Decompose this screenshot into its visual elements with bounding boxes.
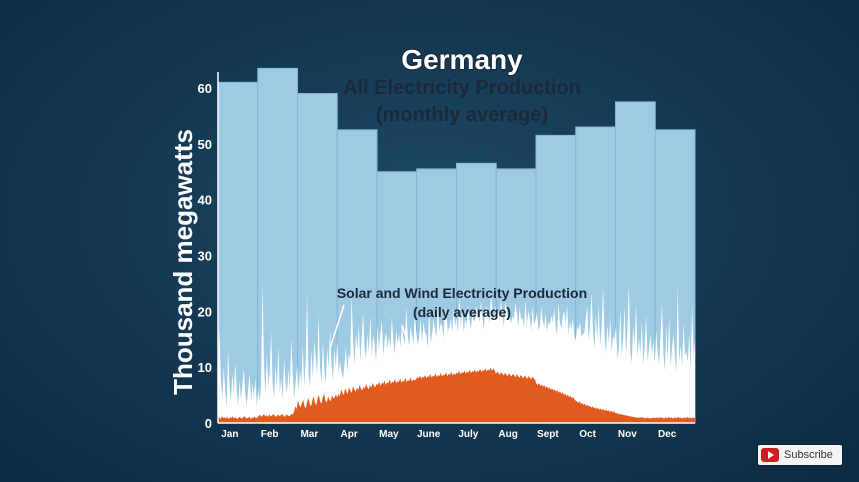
- y-tick-50: 50: [198, 137, 212, 152]
- solar-daily-area: [218, 367, 695, 423]
- y-tick-40: 40: [198, 193, 212, 208]
- chart-subtitle-line1: All Electricity Production: [343, 77, 581, 99]
- x-tick-mar: Mar: [300, 429, 318, 440]
- annotation-pointer-left: [329, 304, 345, 349]
- annotation-line2: (daily average): [413, 304, 511, 320]
- x-tick-oct: Oct: [579, 429, 596, 440]
- axes: [217, 72, 695, 424]
- chart-subtitle-line2: (monthly average): [376, 104, 548, 126]
- y-tick-10: 10: [198, 360, 212, 375]
- chart-title: Germany: [401, 44, 523, 75]
- x-tick-nov: Nov: [618, 429, 637, 440]
- bar-jan: [217, 81, 259, 424]
- x-tick-sept: Sept: [537, 429, 559, 440]
- wind-daily-area: [218, 282, 695, 423]
- x-tick-june: June: [417, 429, 441, 440]
- y-axis-label: Thousand megawatts: [168, 129, 198, 395]
- x-tick-july: July: [458, 429, 478, 440]
- subscribe-label: Subscribe: [784, 449, 833, 461]
- y-tick-labels: 0 10 20 30 40 50 60: [198, 81, 212, 431]
- annotation-line1: Solar and Wind Electricity Production: [337, 285, 587, 301]
- y-tick-20: 20: [198, 304, 212, 319]
- x-tick-dec: Dec: [658, 429, 677, 440]
- annotation-pointer-right: [401, 324, 416, 366]
- x-tick-aug: Aug: [498, 429, 517, 440]
- x-tick-may: May: [379, 429, 399, 440]
- x-tick-apr: Apr: [341, 429, 358, 440]
- x-tick-labels: Jan Feb Mar Apr May June July Aug Sept Oct Nov Dec: [221, 429, 676, 440]
- youtube-play-icon: [761, 448, 779, 462]
- x-tick-jan: Jan: [221, 429, 238, 440]
- y-tick-30: 30: [198, 248, 212, 263]
- x-tick-feb: Feb: [261, 429, 279, 440]
- y-tick-60: 60: [198, 81, 212, 96]
- y-tick-0: 0: [205, 416, 212, 431]
- subscribe-button[interactable]: Subscribe: [758, 445, 842, 465]
